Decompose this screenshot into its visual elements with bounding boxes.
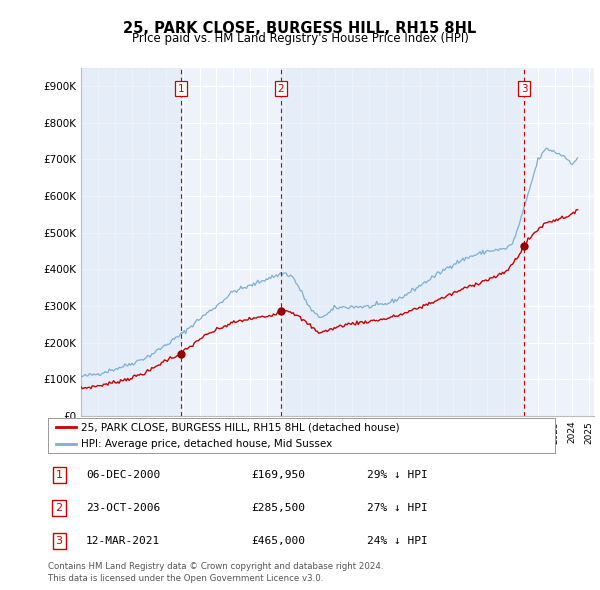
Text: 29% ↓ HPI: 29% ↓ HPI [367,470,428,480]
Text: Contains HM Land Registry data © Crown copyright and database right 2024.
This d: Contains HM Land Registry data © Crown c… [48,562,383,583]
Text: £465,000: £465,000 [251,536,305,546]
Text: 24% ↓ HPI: 24% ↓ HPI [367,536,428,546]
Text: £169,950: £169,950 [251,470,305,480]
Text: 3: 3 [56,536,62,546]
Text: 2: 2 [278,84,284,93]
Text: HPI: Average price, detached house, Mid Sussex: HPI: Average price, detached house, Mid … [81,438,332,448]
Text: 25, PARK CLOSE, BURGESS HILL, RH15 8HL: 25, PARK CLOSE, BURGESS HILL, RH15 8HL [124,21,476,35]
Bar [281,68,524,416]
Text: 3: 3 [521,84,528,93]
Text: 1: 1 [178,84,185,93]
Text: 1: 1 [56,470,62,480]
Bar [81,68,181,416]
Text: 06-DEC-2000: 06-DEC-2000 [86,470,160,480]
Text: 27% ↓ HPI: 27% ↓ HPI [367,503,428,513]
Text: 25, PARK CLOSE, BURGESS HILL, RH15 8HL (detached house): 25, PARK CLOSE, BURGESS HILL, RH15 8HL (… [81,422,400,432]
Text: Price paid vs. HM Land Registry's House Price Index (HPI): Price paid vs. HM Land Registry's House … [131,32,469,45]
Text: £285,500: £285,500 [251,503,305,513]
Text: 12-MAR-2021: 12-MAR-2021 [86,536,160,546]
Text: 2: 2 [56,503,63,513]
Text: 23-OCT-2006: 23-OCT-2006 [86,503,160,513]
